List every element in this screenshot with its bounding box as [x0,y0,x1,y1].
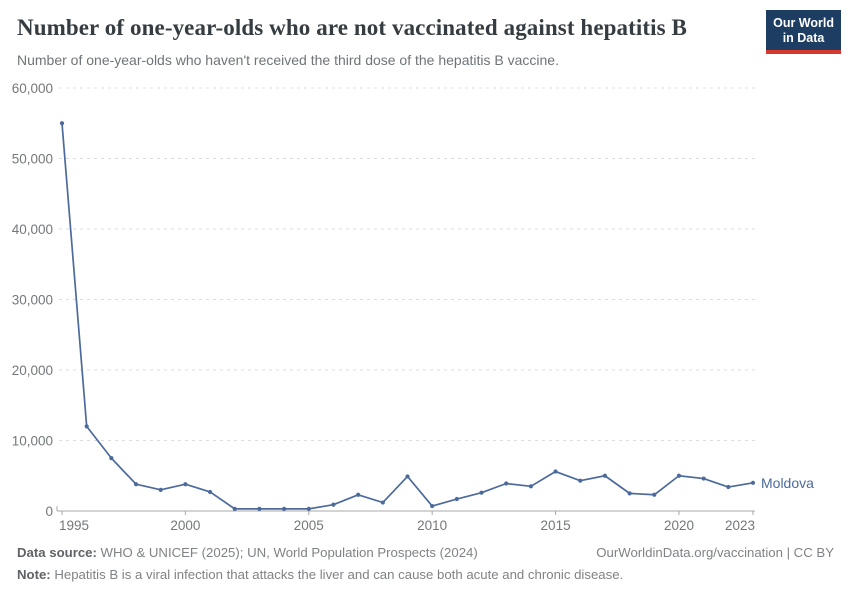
data-point[interactable] [553,469,558,474]
data-point[interactable] [504,481,509,486]
owid-logo-line2: in Data [782,31,825,45]
data-point[interactable] [479,490,484,495]
x-tick-label: 2020 [664,518,694,533]
data-point[interactable] [257,506,262,511]
y-tick-label: 50,000 [12,152,53,167]
data-point[interactable] [652,492,657,497]
data-point[interactable] [578,478,583,483]
data-point[interactable] [528,484,533,489]
x-tick-label: 2023 [725,518,755,533]
data-point[interactable] [282,506,287,511]
data-point[interactable] [750,480,756,485]
data-source-label: Data source: [17,545,97,560]
y-tick-label: 0 [45,504,53,519]
owid-logo: Our World in Data [766,10,841,54]
x-tick-label: 2000 [170,518,200,533]
data-point[interactable] [232,506,237,511]
y-tick-label: 60,000 [12,81,53,96]
data-point[interactable] [331,502,336,507]
chart-title: Number of one-year-olds who are not vacc… [17,15,687,40]
data-source-line: Data source: WHO & UNICEF (2025); UN, Wo… [17,544,478,561]
series-label-moldova[interactable]: Moldova [761,475,814,491]
data-point[interactable] [84,424,89,429]
data-point[interactable] [430,503,435,509]
data-point[interactable] [701,476,706,481]
y-tick-label: 40,000 [12,222,53,237]
series-line-moldova[interactable] [61,122,754,510]
data-point[interactable] [602,473,608,478]
note-line: Note: Hepatitis B is a viral infection t… [17,566,834,583]
y-tick-label: 20,000 [12,363,53,378]
data-point[interactable] [380,500,385,505]
y-tick-label: 10,000 [12,434,53,449]
line-chart: 0 10,000 20,000 30,000 40,000 50,000 60,000 199… [12,81,814,533]
data-point[interactable] [676,473,682,478]
data-point[interactable] [726,484,731,490]
x-tick-label: 2005 [294,518,324,533]
chart-footer: Data source: WHO & UNICEF (2025); UN, Wo… [17,544,834,583]
y-tick-label: 30,000 [12,293,53,308]
note-text: Hepatitis B is a viral infection that at… [50,567,624,583]
data-point[interactable] [356,492,361,497]
x-tick-label: 2010 [417,518,447,533]
x-tick-label: 1995 [59,518,89,533]
chart-subtitle: Number of one-year-olds who haven't rece… [17,52,559,68]
data-point[interactable] [627,491,632,496]
note-label: Note: [17,567,51,583]
owid-logo-line1: Our World [773,16,834,30]
data-point[interactable] [158,487,163,492]
data-point[interactable] [405,474,410,479]
x-tick-label: 2015 [541,518,571,533]
data-point[interactable] [454,496,459,502]
data-point[interactable] [306,506,311,511]
data-source-text: WHO & UNICEF (2025); UN, World Populatio… [96,545,478,560]
owid-link[interactable]: OurWorldinData.org/vaccination | CC BY [596,545,834,560]
data-point[interactable] [59,121,65,126]
data-point[interactable] [207,489,213,495]
data-point[interactable] [133,482,139,487]
data-point[interactable] [183,482,188,487]
data-point[interactable] [109,456,114,461]
